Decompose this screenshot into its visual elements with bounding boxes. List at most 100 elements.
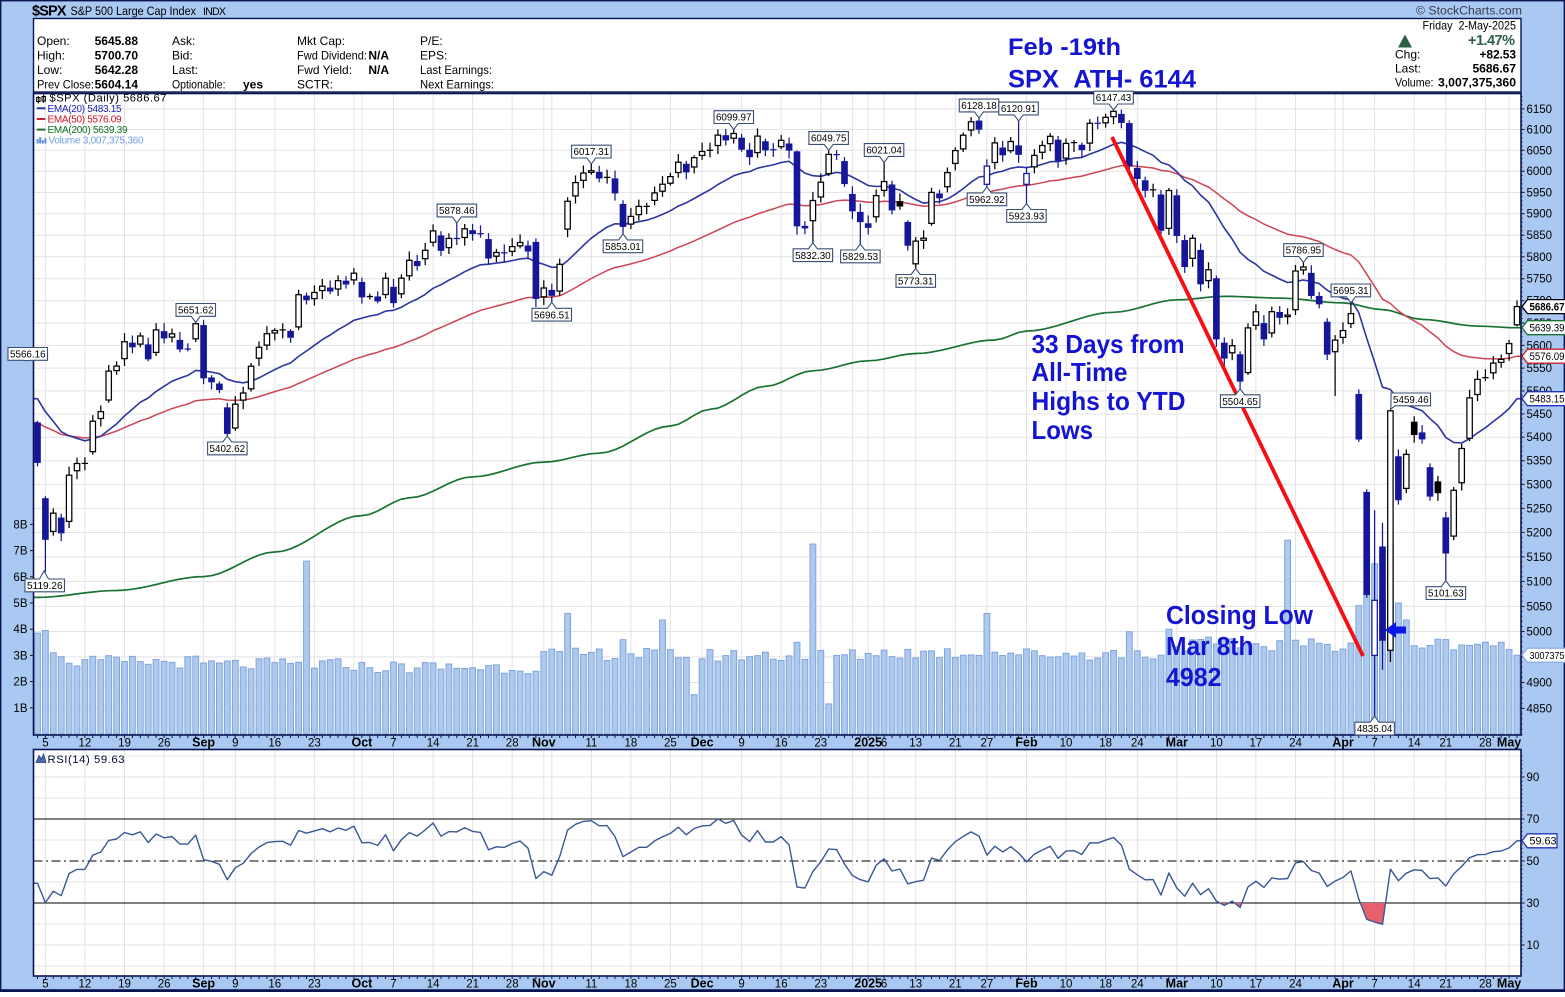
svg-text:5639.39: 5639.39 [1530, 323, 1565, 335]
svg-text:Highs to YTD: Highs to YTD [1032, 386, 1186, 416]
svg-text:10: 10 [1060, 978, 1073, 990]
svg-text:28: 28 [1479, 978, 1492, 990]
svg-text:Oct: Oct [351, 736, 373, 750]
svg-text:Chg:: Chg: [1395, 48, 1420, 62]
svg-text:RSI(14) 59.63: RSI(14) 59.63 [48, 754, 125, 766]
svg-text:18: 18 [625, 738, 638, 750]
svg-text:High:: High: [37, 49, 65, 63]
svg-text:Ask:: Ask: [172, 34, 195, 48]
svg-text:All-Time: All-Time [1032, 357, 1128, 387]
svg-text:6: 6 [881, 978, 887, 990]
svg-text:Apr: Apr [1332, 736, 1354, 750]
svg-text:18: 18 [625, 978, 638, 990]
svg-text:26: 26 [158, 978, 171, 990]
svg-text:$SPX: $SPX [32, 4, 67, 20]
svg-text:50: 50 [1527, 856, 1540, 868]
svg-text:18: 18 [1099, 738, 1112, 750]
svg-text:Dec: Dec [691, 736, 714, 750]
svg-text:Mar 8th: Mar 8th [1166, 633, 1254, 661]
svg-text:$SPX (Daily) 5686.67: $SPX (Daily) 5686.67 [50, 93, 167, 105]
svg-text:Next Earnings:: Next Earnings: [420, 78, 494, 92]
svg-text:yes: yes [243, 78, 263, 92]
svg-text:5832.30: 5832.30 [795, 251, 831, 262]
svg-text:5119.26: 5119.26 [27, 581, 63, 592]
svg-text:P/E:: P/E: [420, 34, 443, 48]
svg-text:Fwd Yield:: Fwd Yield: [297, 63, 352, 77]
svg-text:Mkt Cap:: Mkt Cap: [297, 34, 345, 48]
svg-text:7: 7 [390, 978, 396, 990]
svg-text:5853.01: 5853.01 [605, 242, 641, 253]
svg-text:18: 18 [1099, 978, 1112, 990]
svg-text:Closing Low: Closing Low [1166, 602, 1313, 630]
svg-text:23: 23 [308, 978, 321, 990]
svg-text:16: 16 [268, 978, 281, 990]
svg-text:14: 14 [1408, 738, 1421, 750]
svg-text:Last:: Last: [1395, 62, 1421, 76]
svg-text:12: 12 [79, 738, 92, 750]
svg-text:1B: 1B [13, 703, 27, 715]
svg-text:16: 16 [268, 738, 281, 750]
svg-text:6049.75: 6049.75 [811, 134, 847, 145]
svg-text:INDX: INDX [203, 6, 226, 18]
svg-text:14: 14 [1408, 978, 1421, 990]
svg-text:19: 19 [118, 978, 131, 990]
svg-text:5645.88: 5645.88 [95, 34, 139, 48]
svg-text:Feb: Feb [1015, 976, 1038, 990]
svg-text:+82.53: +82.53 [1480, 48, 1517, 62]
svg-text:7B: 7B [13, 546, 27, 558]
svg-text:© StockCharts.com: © StockCharts.com [1416, 4, 1522, 18]
svg-text:6B: 6B [13, 572, 27, 584]
svg-text:14: 14 [427, 738, 440, 750]
svg-text:Mar: Mar [1166, 736, 1188, 750]
svg-text:6120.91: 6120.91 [1001, 104, 1037, 115]
svg-text:10: 10 [1210, 978, 1223, 990]
svg-text:Nov: Nov [532, 976, 556, 990]
svg-text:2025: 2025 [854, 976, 882, 990]
svg-text:21: 21 [1439, 978, 1452, 990]
svg-text:7: 7 [1371, 738, 1377, 750]
svg-text:9: 9 [738, 978, 744, 990]
svg-text:2B: 2B [13, 677, 27, 689]
svg-text:SCTR:: SCTR: [297, 78, 333, 92]
svg-text:5850: 5850 [1527, 230, 1553, 242]
svg-text:5504.65: 5504.65 [1222, 397, 1258, 408]
svg-text:21: 21 [1439, 738, 1452, 750]
svg-text:11: 11 [585, 738, 597, 750]
svg-text:5800: 5800 [1527, 252, 1553, 264]
svg-text:5950: 5950 [1527, 187, 1553, 199]
svg-text:Volume 3,007,375,360: Volume 3,007,375,360 [49, 135, 144, 146]
svg-text:Lows: Lows [1032, 415, 1094, 445]
svg-text:13: 13 [909, 978, 922, 990]
svg-text:21: 21 [949, 738, 962, 750]
svg-text:28: 28 [506, 738, 519, 750]
svg-text:6050: 6050 [1527, 145, 1553, 157]
svg-text:6017.31: 6017.31 [574, 147, 610, 158]
svg-text:11: 11 [585, 978, 597, 990]
svg-text:5550: 5550 [1527, 363, 1553, 375]
svg-text:May: May [1497, 976, 1521, 990]
svg-text:16: 16 [775, 978, 788, 990]
svg-text:5750: 5750 [1527, 274, 1553, 286]
svg-text:5686.67: 5686.67 [1473, 62, 1517, 76]
svg-text:Mar: Mar [1166, 976, 1188, 990]
svg-text:10: 10 [1527, 940, 1540, 952]
svg-text:6147.43: 6147.43 [1096, 93, 1132, 104]
svg-text:Optionable:: Optionable: [172, 78, 226, 92]
svg-text:Apr: Apr [1332, 976, 1354, 990]
svg-text:Nov: Nov [532, 736, 556, 750]
svg-text:5300: 5300 [1527, 479, 1553, 491]
svg-text:Volume:: Volume: [1395, 76, 1434, 90]
svg-text:7: 7 [390, 738, 396, 750]
svg-text:Sep: Sep [192, 976, 215, 990]
svg-text:10: 10 [1060, 738, 1073, 750]
svg-text:5: 5 [42, 978, 48, 990]
svg-text:SPX ATH- 6144: SPX ATH- 6144 [1008, 66, 1196, 94]
svg-text:5923.93: 5923.93 [1009, 212, 1045, 223]
svg-text:4835.04: 4835.04 [1357, 724, 1393, 735]
svg-text:Fwd Dividend:: Fwd Dividend: [297, 49, 367, 63]
svg-text:9: 9 [738, 738, 744, 750]
svg-text:13: 13 [909, 738, 922, 750]
svg-text:24: 24 [1131, 978, 1144, 990]
svg-text:5695.31: 5695.31 [1333, 286, 1369, 297]
svg-text:Sep: Sep [192, 736, 215, 750]
